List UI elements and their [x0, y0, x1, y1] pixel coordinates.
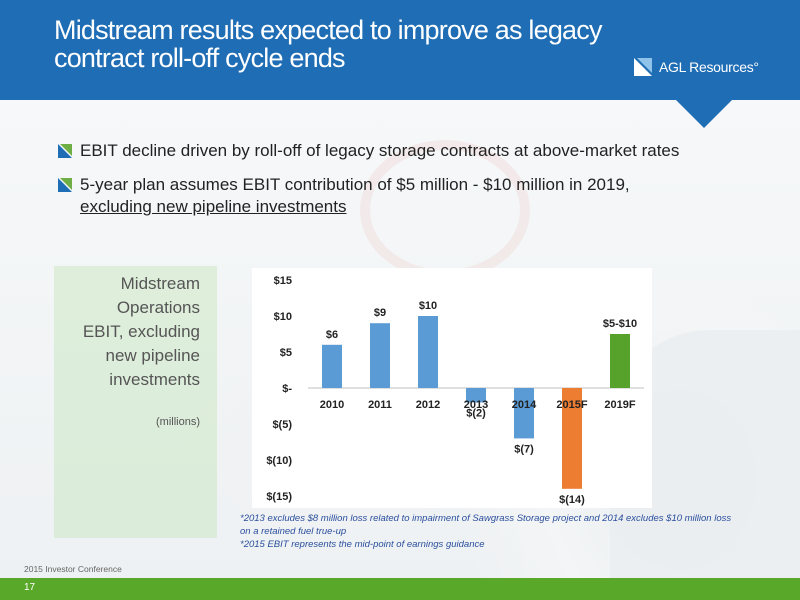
bar-2010 — [322, 344, 342, 388]
bar-2012 — [418, 316, 438, 388]
x-tick-label: 2019F — [604, 399, 635, 411]
data-label: $9 — [374, 307, 386, 319]
y-tick-label: $(15) — [266, 491, 292, 503]
data-label: $(7) — [514, 443, 534, 455]
slide-title-line-1: Midstream results expected to improve as… — [54, 15, 602, 45]
bar-2015F — [562, 388, 582, 489]
bar-2013 — [466, 388, 486, 403]
data-label: $(14) — [559, 494, 585, 506]
bullet-underlined-text: excluding new pipeline investments — [80, 197, 347, 216]
x-tick-label: 2013 — [464, 399, 488, 411]
unit-label: (millions) — [156, 416, 200, 428]
x-tick-label: 2011 — [368, 399, 392, 411]
footnote-line: *2013 excludes $8 million loss related t… — [240, 513, 732, 524]
x-tick-label: 2014 — [512, 399, 537, 411]
slide-title-line-2: contract roll-off cycle ends — [54, 43, 346, 73]
conference-label: 2015 Investor Conference — [24, 564, 122, 574]
page-number: 17 — [24, 582, 36, 593]
y-tick-label: $(10) — [266, 455, 292, 467]
x-tick-label: 2010 — [320, 399, 344, 411]
y-tick-label: $5 — [280, 347, 292, 359]
bullet-list: EBIT decline driven by roll-off of legac… — [58, 140, 758, 218]
logo-text: AGL Resources° — [659, 59, 759, 75]
banner-pointer — [676, 100, 732, 128]
bullet-item: 5-year plan assumes EBIT contribution of… — [58, 174, 758, 218]
caption-line: Midstream — [120, 274, 200, 293]
title-banner: Midstream results expected to improve as… — [0, 0, 800, 100]
footnote-line: on a retained fuel true-up — [240, 526, 347, 537]
caption-line: new pipeline — [105, 346, 200, 365]
data-label: $(2) — [466, 407, 486, 419]
footer-bar: 17 — [0, 578, 800, 600]
bullet-text: 5-year plan assumes EBIT contribution of… — [80, 175, 630, 194]
bar-2011 — [370, 323, 390, 388]
chart-caption: Midstream Operations EBIT, excluding new… — [60, 272, 200, 392]
bullet-item: EBIT decline driven by roll-off of legac… — [58, 140, 758, 162]
y-tick-label: $(5) — [272, 419, 292, 431]
data-label: $5-$10 — [603, 318, 637, 330]
chart-caption-panel: Midstream Operations EBIT, excluding new… — [54, 266, 217, 538]
bullet-arrow-icon — [58, 144, 72, 158]
footnotes: *2013 excludes $8 million loss related t… — [240, 512, 780, 551]
bar-2014 — [514, 388, 534, 439]
y-tick-label: $10 — [274, 311, 292, 323]
footnote-line: *2015 EBIT represents the mid-point of e… — [240, 539, 485, 550]
slide-title: Midstream results expected to improve as… — [54, 16, 614, 72]
x-tick-label: 2012 — [416, 399, 440, 411]
x-tick-label: 2015F — [556, 399, 587, 411]
y-tick-label: $- — [282, 383, 292, 395]
data-label: $6 — [326, 329, 338, 341]
bullet-arrow-icon — [58, 178, 72, 192]
data-label: $10 — [419, 300, 437, 312]
caption-line: investments — [109, 370, 200, 389]
company-logo: AGL Resources° — [634, 57, 784, 81]
bar-2019F — [610, 334, 630, 388]
logo-mark-icon — [634, 58, 652, 76]
ebit-bar-chart: $15 $10 $5 $- $(5) $(10) $(15) $6 2010 $9 2011 $10 2… — [252, 268, 652, 508]
y-tick-label: $15 — [274, 275, 292, 287]
bullet-text: EBIT decline driven by roll-off of legac… — [80, 141, 680, 160]
chart-canvas: $15 $10 $5 $- $(5) $(10) $(15) $6 2010 $9 2011 $10 2… — [266, 275, 644, 506]
caption-line: Operations — [116, 298, 200, 317]
caption-line: EBIT, excluding — [82, 322, 200, 341]
